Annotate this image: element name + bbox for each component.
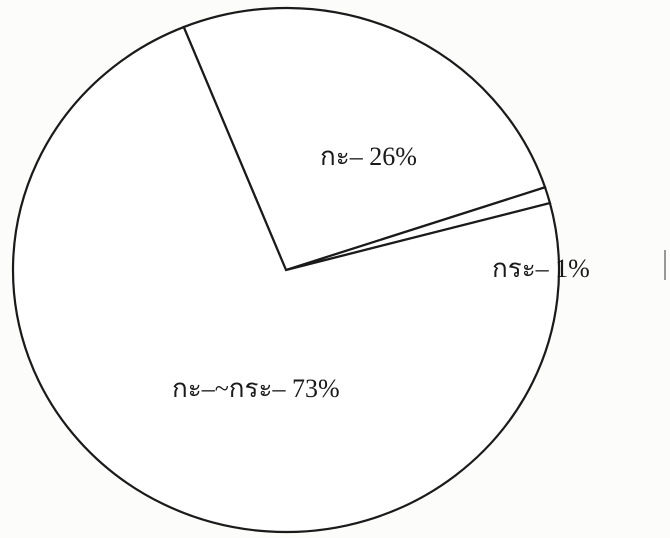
slice-label-ka-kra: กะ–~กระ– 73% [172,374,340,403]
pie-slices [11,6,561,534]
slice-label-kra: กระ– 1% [492,254,590,283]
slice-ka-kra [11,25,561,534]
slice-ka [182,6,547,272]
slice-label-ka: กะ– 26% [320,142,417,171]
pie-labels: กะ– 26% กระ– 1% กะ–~กระ– 73% [172,142,590,403]
